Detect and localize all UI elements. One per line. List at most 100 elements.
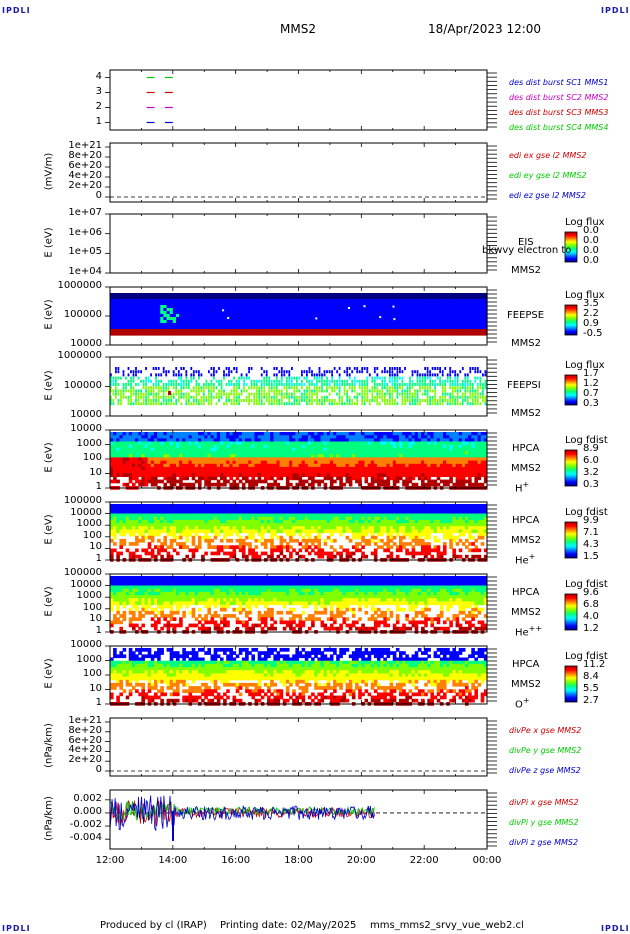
- spectrogram-cell: [182, 296, 186, 300]
- spectrogram-cell: [235, 392, 238, 396]
- spectrogram-cell: [182, 367, 185, 370]
- spectrogram-cell: [368, 373, 371, 377]
- spectrogram-cell: [163, 463, 167, 468]
- spectrogram-cell: [386, 438, 391, 443]
- spectrogram-cell: [342, 432, 347, 436]
- spectrogram-cell: [238, 305, 243, 309]
- spectrogram-cell: [285, 447, 290, 452]
- spectrogram-cell: [326, 435, 331, 439]
- spectrogram-cell: [215, 395, 218, 399]
- spectrogram-cell: [421, 320, 425, 324]
- spectrogram-cell: [172, 402, 175, 406]
- spectrogram-cell: [257, 457, 262, 462]
- spectrogram-cell: [301, 473, 306, 477]
- spectrogram-cell: [328, 386, 331, 390]
- spectrogram-cell: [342, 470, 347, 474]
- spectrogram-cell: [226, 326, 230, 330]
- spectrogram-cell: [456, 389, 459, 393]
- spectrogram-cell: [233, 376, 235, 380]
- spectrogram-cell: [140, 389, 142, 393]
- spectrogram-cell: [289, 473, 293, 477]
- spectrogram-cell: [358, 383, 361, 386]
- spectrogram-cell: [166, 293, 171, 297]
- spectrogram-cell: [169, 457, 174, 462]
- spectrogram-cell: [427, 432, 431, 436]
- spectrogram-cell: [251, 460, 255, 465]
- spectrogram-cell: [417, 447, 422, 452]
- spectrogram-cell: [152, 402, 155, 406]
- spectrogram-cell: [307, 438, 312, 443]
- spectrogram-cell: [424, 399, 426, 402]
- spectrogram-cell: [285, 460, 290, 465]
- spectrogram-cell: [113, 305, 117, 309]
- spectrogram-cell: [402, 299, 406, 303]
- spectrogram-cell: [157, 379, 160, 383]
- spectrogram-cell: [150, 435, 155, 439]
- spectrogram-cell: [250, 367, 253, 370]
- spectrogram-cell: [455, 457, 460, 462]
- spectrogram-cell: [436, 383, 439, 386]
- spectrogram-cell: [373, 454, 378, 458]
- spectrogram-cell: [469, 370, 472, 374]
- spectrogram-cell: [194, 293, 199, 297]
- spectrogram-cell: [333, 367, 336, 370]
- spectrogram-cell: [296, 376, 298, 380]
- spectrogram-cell: [282, 444, 287, 449]
- spectrogram-cell: [414, 454, 419, 458]
- spectrogram-cell: [176, 441, 180, 446]
- spectrogram-cell: [216, 302, 221, 306]
- spectrogram-cell: [150, 392, 152, 396]
- spectrogram-cell: [364, 311, 369, 315]
- spectrogram-cell: [172, 482, 177, 487]
- spectrogram-cell: [285, 463, 290, 468]
- spectrogram-cell: [138, 466, 142, 471]
- spectrogram-cell: [176, 479, 180, 484]
- spectrogram-cell: [356, 370, 359, 374]
- spectrogram-cell: [311, 435, 315, 439]
- spectrogram-cell: [147, 299, 152, 303]
- spectrogram-cell: [304, 470, 309, 474]
- spectrogram-cell: [204, 441, 208, 446]
- spectrogram-cell: [238, 441, 243, 446]
- spectrogram-cell: [326, 370, 328, 374]
- spectrogram-cell: [188, 482, 193, 487]
- spectrogram-cell: [172, 305, 177, 309]
- spectrogram-cell: [313, 383, 316, 386]
- spectrogram-cell: [427, 463, 431, 468]
- spectrogram-cell: [343, 379, 346, 383]
- spectrogram-cell: [345, 332, 350, 336]
- spectrogram-cell: [307, 473, 312, 477]
- spectrogram-cell: [323, 466, 328, 471]
- spectrogram-cell: [446, 470, 450, 474]
- spectrogram-cell: [301, 370, 303, 374]
- spectrogram-cell: [110, 395, 112, 399]
- spectrogram-cell: [333, 329, 337, 333]
- spectrogram-cell: [289, 476, 293, 481]
- spectrogram-cell: [452, 311, 457, 315]
- spectrogram-cell: [128, 317, 133, 321]
- spectrogram-cell: [208, 399, 210, 402]
- spectrogram-cell: [135, 389, 137, 393]
- spectrogram-cell: [113, 460, 117, 465]
- spectrogram-cell: [424, 373, 426, 377]
- spectrogram-cell: [235, 432, 240, 436]
- spectrogram-cell: [110, 383, 112, 386]
- spectrogram-cell: [295, 329, 300, 333]
- spectrogram-cell: [345, 293, 350, 297]
- spectrogram-cell: [267, 451, 271, 455]
- spectrogram-cell: [147, 332, 152, 336]
- spectrogram-cell: [122, 308, 127, 312]
- spectrogram-cell: [245, 460, 249, 465]
- spectrogram-cell: [311, 323, 315, 327]
- spectrogram-cell: [260, 466, 265, 471]
- spectrogram-cell: [386, 370, 389, 374]
- spectrogram-cell: [452, 329, 457, 333]
- spectrogram-cell: [454, 383, 457, 386]
- spectrogram-cell: [279, 305, 284, 309]
- spectrogram-cell: [364, 432, 369, 436]
- spectrogram-cell: [343, 370, 346, 374]
- spectrogram-cell: [449, 376, 452, 380]
- spectrogram-cell: [216, 482, 221, 487]
- spectrogram-cell: [439, 299, 444, 303]
- spectrogram-cell: [381, 395, 384, 399]
